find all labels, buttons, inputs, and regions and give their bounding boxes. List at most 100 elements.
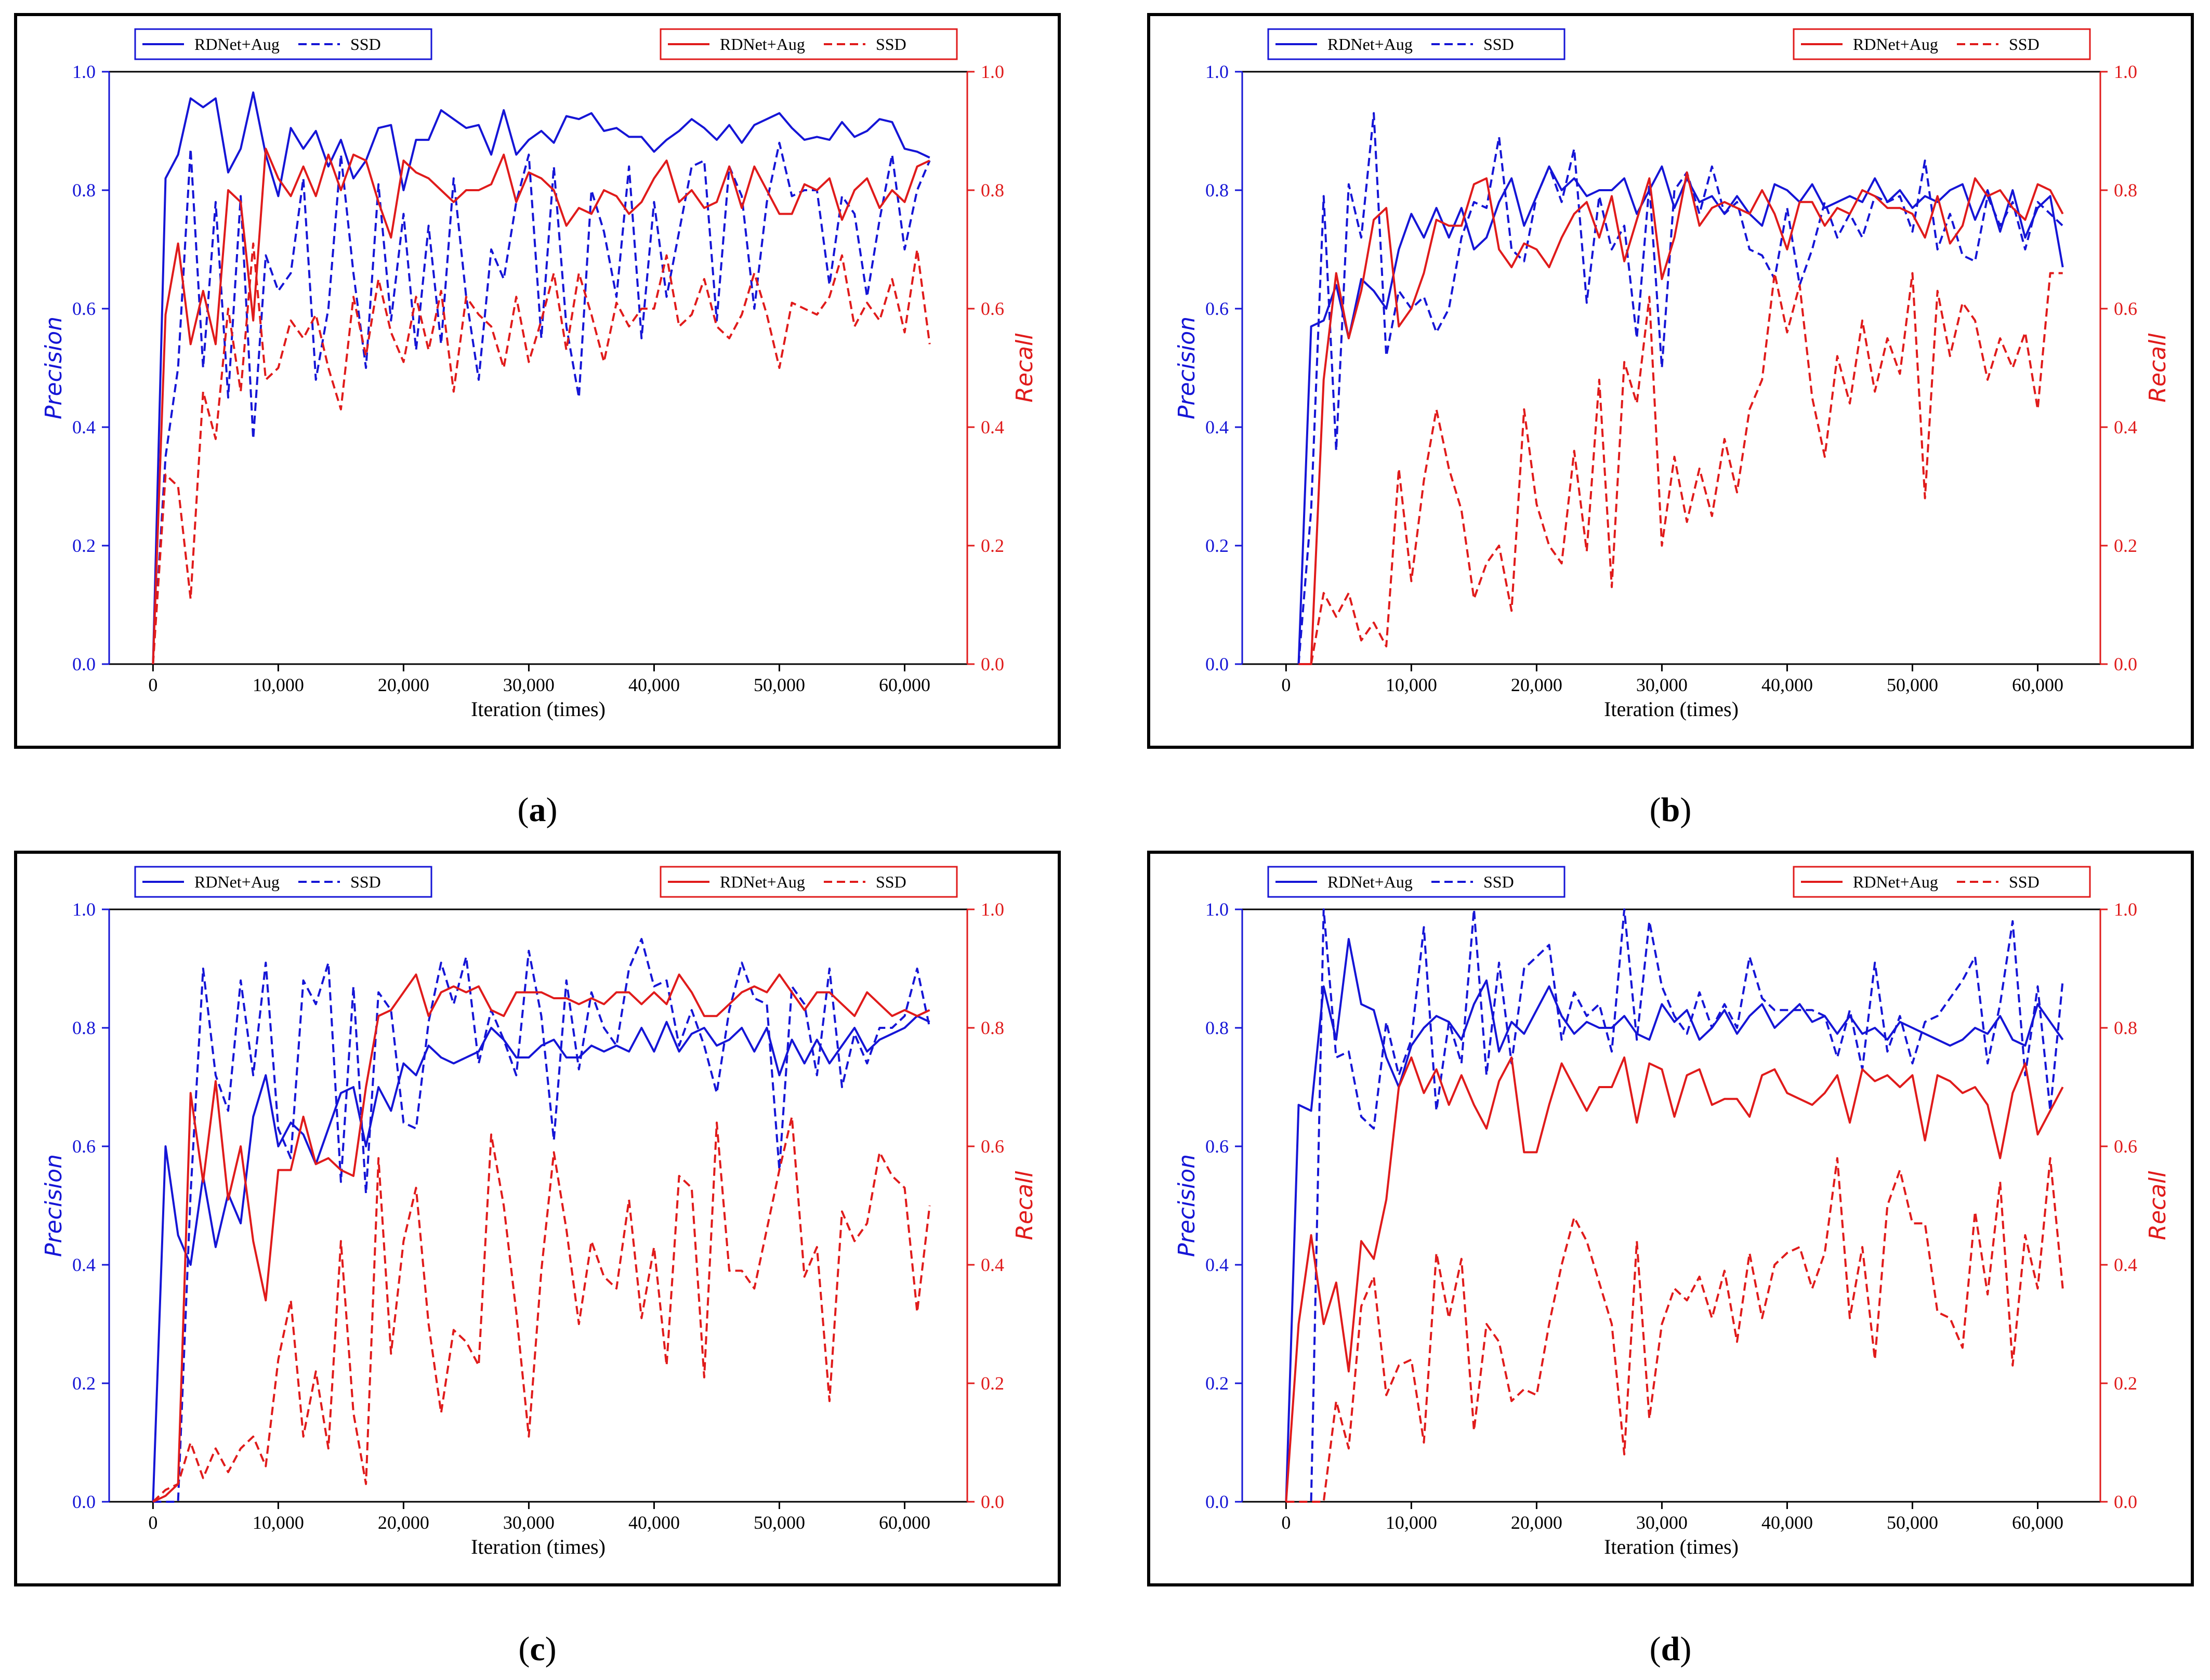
legend-label: RDNet+Aug [720,872,805,891]
right-y-tick-label: 0.2 [981,1373,1004,1394]
chart-panel-a: 0 10,000 20,000 30,000 40,000 50,000 60,000 0.0… [14,13,1061,829]
left-y-tick-label: 0.4 [1205,1254,1229,1275]
series-recall-rdnet-aug [1298,171,2064,665]
x-tick-label: 10,000 [253,1512,304,1533]
caption-letter: a [529,791,546,829]
right-y-tick-label: 0.4 [2114,417,2137,438]
legend-precision: RDNet+Aug SSD [134,866,432,898]
x-tick-label: 10,000 [253,674,304,695]
caption-paren-close: ) [1680,791,1691,829]
left-y-axis-label: Precision [41,1154,67,1257]
caption-paren-close: ) [546,791,558,829]
panel-frame [1147,13,2194,749]
left-y-tick-label: 0.0 [1205,654,1229,674]
legend-recall: RDNet+Aug SSD [660,28,958,60]
series-recall-ssd [1298,272,2063,665]
x-tick-label: 60,000 [2012,674,2063,695]
left-y-tick-label: 0.2 [72,1373,96,1394]
legend-recall: RDNet+Aug SSD [660,866,958,898]
legend-label: RDNet+Aug [1853,35,1938,54]
right-y-axis-label: Recall [1011,1171,1038,1240]
left-y-axis-label: Precision [1174,316,1200,419]
right-y-tick-label: 0.0 [2114,1491,2137,1512]
legend-precision: RDNet+Aug SSD [134,28,432,60]
series-precision-ssd [153,938,931,1503]
right-y-axis-label: Recall [2145,1171,2171,1240]
right-y-tick-label: 0.6 [2114,298,2137,319]
series-precision-rdnet-aug [152,1015,930,1502]
panel-frame [1147,851,2194,1586]
legend-precision: RDNet+Aug SSD [1267,28,1566,60]
legend-box [1267,866,1566,898]
left-y-axis-label: Precision [41,316,67,419]
legend-label: SSD [1483,35,1514,54]
right-y-tick-label: 0.6 [981,298,1004,319]
left-y-tick-label: 0.8 [72,1017,96,1038]
panel-caption: (c) [518,1630,556,1668]
x-tick-label: 60,000 [879,1512,930,1533]
x-tick-label: 30,000 [1636,1512,1688,1533]
chart-panel-b: 0 10,000 20,000 30,000 40,000 50,000 60,000 0.0… [1147,13,2194,829]
right-y-tick-label: 0.8 [981,1017,1004,1038]
right-y-tick-label: 0.2 [2114,535,2137,556]
left-y-tick-label: 0.8 [1205,180,1229,201]
right-y-tick-label: 1.0 [2114,61,2137,82]
caption-paren-close: ) [1680,1630,1691,1668]
panel-frame [14,851,1061,1586]
right-y-tick-label: 0.8 [2114,1017,2137,1038]
right-y-tick-label: 0.0 [981,1491,1004,1512]
series-recall-ssd [1286,1157,2064,1503]
x-tick-label: 40,000 [628,674,680,695]
caption-paren-open: ( [518,791,529,829]
x-axis-label: Iteration (times) [1604,1535,1739,1558]
left-y-tick-label: 0.6 [72,298,96,319]
panel-caption: (d) [1650,1630,1692,1668]
chart-panel-d: 0 10,000 20,000 30,000 40,000 50,000 60,000 0.0… [1147,851,2194,1668]
x-tick-label: 30,000 [503,1512,555,1533]
legend-recall: RDNet+Aug SSD [1793,28,2091,60]
x-axis-label: Iteration (times) [471,1535,606,1558]
right-y-tick-label: 0.6 [2114,1136,2137,1157]
x-tick-label: 10,000 [1386,1512,1437,1533]
panel-caption: (b) [1650,791,1692,829]
right-y-tick-label: 1.0 [2114,899,2137,920]
series-recall-ssd [152,242,931,665]
caption-paren-open: ( [1650,791,1661,829]
caption-letter: b [1661,791,1680,829]
legend-label: SSD [2009,872,2040,891]
left-y-tick-label: 0.4 [72,1254,96,1275]
legend-box [660,866,958,898]
left-y-axis-label: Precision [1174,1154,1200,1257]
legend-label: RDNet+Aug [1853,872,1938,891]
legend-label: RDNet+Aug [720,35,805,54]
legend-box [1793,28,2091,60]
right-y-tick-label: 0.4 [981,1254,1004,1275]
x-tick-label: 40,000 [1761,674,1813,695]
right-y-tick-label: 0.8 [2114,180,2137,201]
x-tick-label: 20,000 [1511,674,1562,695]
legend-recall: RDNet+Aug SSD [1793,866,2091,898]
right-y-tick-label: 0.2 [2114,1373,2137,1394]
legend-box [134,28,432,60]
right-y-tick-label: 0.4 [981,417,1004,438]
legend-box [660,28,958,60]
left-y-tick-label: 0.6 [1205,1136,1229,1157]
right-y-axis-label: Recall [1011,333,1038,403]
series-precision-rdnet-aug [1285,938,2064,1502]
x-tick-label: 0 [1281,1512,1291,1533]
caption-paren-close: ) [545,1630,557,1668]
right-y-tick-label: 1.0 [981,899,1004,920]
x-tick-label: 10,000 [1386,674,1437,695]
legend-label: RDNet+Aug [1327,35,1413,54]
series-precision-rdnet-aug [152,91,930,665]
left-y-tick-label: 0.2 [1205,1373,1229,1394]
x-tick-label: 40,000 [628,1512,680,1533]
legend-label: SSD [1483,872,1514,891]
left-y-tick-label: 0.0 [72,654,96,674]
left-y-tick-label: 1.0 [72,899,96,920]
caption-paren-open: ( [1650,1630,1661,1668]
x-tick-label: 30,000 [1636,674,1688,695]
legend-label: SSD [2009,35,2040,54]
legend-box [134,866,432,898]
